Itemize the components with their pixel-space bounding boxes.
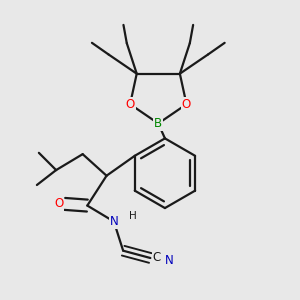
Text: B: B (154, 117, 162, 130)
Text: N: N (165, 254, 174, 267)
Text: O: O (182, 98, 191, 111)
Text: N: N (110, 215, 118, 228)
Text: O: O (54, 197, 63, 210)
Text: H: H (129, 211, 137, 220)
Text: O: O (125, 98, 135, 111)
Text: C: C (153, 251, 161, 265)
